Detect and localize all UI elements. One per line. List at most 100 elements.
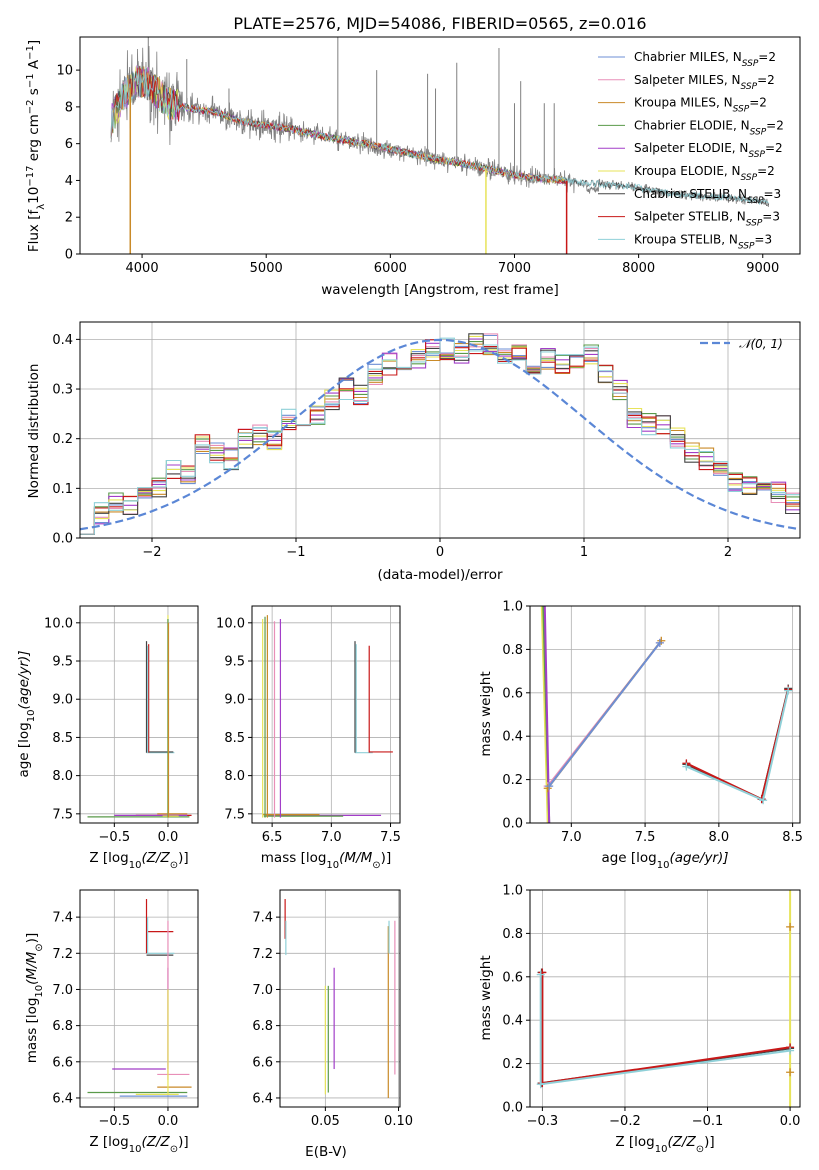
weight-age-xtick-label-2: 8.0 (709, 830, 730, 845)
age-vs-metallicity-panel: −0.5 0.0 7.5 8.0 8.5 9.0 9.5 10.0 Z [log10(Z/Z⊙)… (16, 605, 199, 871)
age-vs-z-ytick-label-3: 9.0 (52, 693, 73, 708)
legend-label-1: Salpeter MILES, NSSP=2 (634, 73, 775, 92)
age-vs-mass-ytick-label-1: 8.0 (224, 769, 245, 784)
mass-vs-ebv-frame (279, 889, 401, 1108)
histogram-step-chabrier-stelib (80, 333, 800, 535)
histogram-ytick-label-0: 0.0 (52, 532, 73, 547)
histogram-xtick-label-4: 2 (724, 545, 732, 560)
mass-vs-ebv-ytick-label-3: 7.0 (252, 983, 273, 998)
weight-z-marker-3-1 (536, 1080, 545, 1089)
mass-vs-ebv-xtick-label-0: 0.05 (311, 1114, 340, 1129)
weight-z-marker-3-0 (536, 970, 545, 979)
spectrum-xtick-label-5: 9000 (746, 261, 779, 276)
age-vs-z-xtick-label-1: 0.0 (158, 830, 179, 845)
age-vs-z-xtick-label-0: −0.5 (99, 830, 131, 845)
age-vs-mass-ytick-label-3: 9.0 (224, 693, 245, 708)
mass-vs-z-xtick-label-1: 0.0 (158, 1114, 179, 1129)
mass-vs-z-xtick-label-0: −0.5 (99, 1114, 131, 1129)
histogram-y-label: Normed distribution (26, 364, 42, 499)
spectrum-ytick-label-0: 0 (65, 248, 73, 263)
age-vs-mass-ytick-label-2: 8.5 (224, 731, 245, 746)
age-vs-mass-xtick-label-0: 6.5 (262, 830, 283, 845)
histogram-step-salpeter-stelib (80, 339, 800, 535)
legend-label-0: Chabrier MILES, NSSP=2 (634, 50, 776, 69)
model-line-kroupa-stelib (110, 67, 769, 206)
mass-vs-ebv-ytick-label-4: 7.2 (252, 947, 273, 962)
mass-vs-z-frame (79, 889, 199, 1108)
spectrum-ytick-label-4: 8 (65, 100, 73, 115)
histogram-ytick-label-2: 0.2 (52, 432, 73, 447)
spectrum-xtick-label-1: 5000 (250, 261, 283, 276)
spectrum-xtick-label-3: 7000 (498, 261, 531, 276)
spectrum-ytick-label-1: 2 (65, 211, 73, 226)
spectrum-ytick-label-5: 10 (56, 64, 73, 79)
histogram-step-chabrier-miles (80, 334, 800, 535)
mass-vs-ebv-ytick-label-5: 7.4 (252, 911, 273, 926)
age-vs-mass-panel: 6.5 7.0 7.5 7.5 8.0 8.5 9.0 9.5 10.0 mass [log10(… (216, 605, 401, 871)
histogram-step-kroupa-elodie (80, 335, 800, 535)
spectrum-x-label: wavelength [Angstrom, rest frame] (321, 282, 559, 298)
histogram-step-salpeter-elodie (80, 338, 800, 535)
histogram-step-kroupa-stelib (80, 337, 800, 535)
histogram-xtick-label-3: 1 (580, 545, 588, 560)
histogram-ytick-label-3: 0.3 (52, 383, 73, 398)
age-vs-mass-ytick-label-0: 7.5 (224, 807, 245, 822)
spectrum-title: PLATE=2576, MJD=54086, FIBERID=0565, z=0… (233, 14, 646, 33)
normal-distribution-curve (80, 338, 800, 531)
weight-age-series-5 (548, 642, 661, 787)
histogram-xtick-label-1: −1 (286, 545, 305, 560)
mass-vs-ebv-panel: E(B-V) 0.05 0.10 6.4 6.6 6.8 7.0 7.2 7.4 (252, 889, 413, 1160)
weight-age-frame (529, 605, 801, 824)
weight-z-marker-3-2 (786, 1046, 795, 1055)
histogram-step-kroupa-miles (80, 343, 800, 535)
age-vs-z-ytick-label-1: 8.0 (52, 769, 73, 784)
weight-age-ytick-label-5: 1.0 (502, 600, 523, 615)
weight-z-ytick-label-5: 1.0 (502, 884, 523, 899)
legend-label-2: Kroupa MILES, NSSP=2 (634, 96, 767, 115)
weight-z-y-label: mass weight (478, 955, 494, 1040)
mass-vs-z-y-label: mass [log10(M/M⊙)] (24, 933, 45, 1063)
mass-vs-z-ytick-label-3: 7.0 (52, 983, 73, 998)
age-vs-z-ytick-label-0: 7.5 (52, 807, 73, 822)
age-vs-z-frame (79, 605, 199, 824)
weight-z-ytick-label-3: 0.6 (502, 970, 523, 985)
weight-z-xtick-label-0: −0.3 (527, 1114, 559, 1129)
age-vs-z-ytick-label-2: 8.5 (52, 731, 73, 746)
weight-age-ytick-label-1: 0.2 (502, 773, 523, 788)
histogram-plot-area (80, 333, 800, 535)
legend-label-5: Kroupa ELODIE, NSSP=2 (634, 164, 775, 183)
mass-vs-ebv-xtick-label-1: 0.10 (384, 1114, 413, 1129)
weight-age-series-0 (540, 605, 549, 824)
ebv-x-label: E(B-V) (305, 1144, 347, 1160)
mass-vs-z-ytick-label-5: 7.4 (52, 911, 73, 926)
legend-label-6: Chabrier STELIB, NSSP=3 (634, 187, 781, 206)
weight-age-x-label: age [log10(age/yr)] (601, 850, 728, 871)
legend-label-8: Kroupa STELIB, NSSP=3 (634, 232, 772, 251)
weight-z-extra-marker-0 (786, 922, 795, 931)
mass-vs-metallicity-panel: −0.5 0.0 6.4 6.6 6.8 7.0 7.2 7.4 Z [log10(Z/Z⊙)]… (24, 889, 199, 1155)
weight-age-ytick-label-2: 0.4 (502, 730, 523, 745)
weight-age-marker-5-0 (545, 782, 554, 791)
weight-z-xtick-label-2: −0.1 (692, 1114, 724, 1129)
mass-vs-z-x-label: Z [log10(Z/Z⊙)] (89, 1134, 188, 1155)
weight-z-ytick-label-1: 0.2 (502, 1057, 523, 1072)
histogram-step-salpeter-miles (80, 333, 800, 535)
age-vs-mass-ytick-label-4: 9.5 (224, 655, 245, 670)
weight-z-xtick-label-1: −0.2 (609, 1114, 641, 1129)
legend-label-7: Salpeter STELIB, NSSP=3 (634, 210, 780, 229)
spectrum-xtick-label-0: 4000 (126, 261, 159, 276)
weight-vs-age-panel: mass weight 7.0 7.5 8.0 8.5 0.0 0.2 0.4 0.6 0.8 1… (478, 600, 803, 871)
mass-vs-z-ytick-label-0: 6.4 (52, 1091, 73, 1106)
legend-label-3: Chabrier ELODIE, NSSP=2 (634, 118, 784, 137)
spectrum-ytick-label-2: 4 (65, 174, 73, 189)
age-vs-mass-ytick-label-5: 10.0 (216, 616, 245, 631)
weight-age-marker-5-1 (655, 638, 664, 647)
weight-z-ytick-label-0: 0.0 (502, 1101, 523, 1116)
normal-legend-label: 𝒩(0, 1) (739, 337, 783, 351)
spectrum-xtick-label-4: 8000 (622, 261, 655, 276)
spectrum-y-label: Flux [fλ10−17 erg cm−2 s−1 A−1] (25, 40, 47, 252)
residual-histogram-panel: (data-model)/error Normed distribution −… (26, 321, 801, 583)
weight-z-ytick-label-2: 0.4 (502, 1014, 523, 1029)
spectrum-xtick-label-2: 6000 (374, 261, 407, 276)
age-vs-z-ytick-label-4: 9.5 (52, 655, 73, 670)
